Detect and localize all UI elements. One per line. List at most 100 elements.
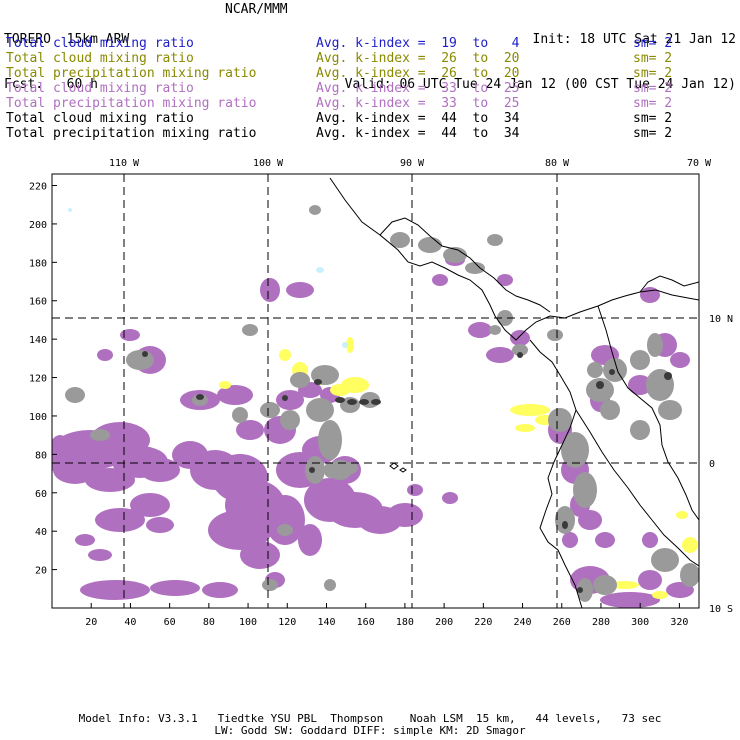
header-right: Init: 18 UTC Sat 21 Jan 12 Valid: 06 UTC…: [300, 2, 736, 107]
gray-blob: [573, 472, 597, 508]
purple-blob: [276, 390, 304, 410]
legend-kindex: Avg. k-index = 26 to 20: [316, 66, 520, 81]
gray-blob: [306, 398, 334, 422]
south-america-west-coast: [529, 339, 583, 608]
purple-blob: [236, 420, 264, 440]
x-tick-label: 260: [553, 617, 571, 628]
south-america-east-edge: [597, 305, 699, 521]
y-tick-label: 140: [29, 335, 47, 346]
x-tick-label: 60: [164, 617, 176, 628]
x-tick-label: 100: [239, 617, 257, 628]
purple-blob: [130, 493, 170, 517]
latitude-label: 0: [709, 459, 715, 470]
gray-blob: [309, 205, 321, 215]
gray-cloud-field: [65, 205, 699, 602]
gray-blob: [547, 329, 563, 341]
legend-sm: sm= 2: [633, 36, 673, 51]
gray-blob: [277, 524, 293, 536]
gray-blob: [561, 432, 589, 468]
purple-blob: [600, 592, 660, 608]
andes-ridge: [575, 409, 699, 567]
dark-blob: [577, 587, 583, 593]
legend-kindex: Avg. k-index = 19 to 4: [316, 36, 520, 51]
y-tick-label: 40: [35, 527, 47, 538]
gray-blob: [232, 407, 248, 423]
dark-blob: [347, 399, 357, 405]
legend-kindex: Avg. k-index = 26 to 20: [316, 51, 520, 66]
purple-blob: [75, 534, 95, 546]
legend-row: Total precipitation mixing ratio Avg. k-i…: [6, 66, 736, 81]
forecast-hour: Fcst. 60 h: [4, 77, 98, 92]
gray-blob: [587, 362, 603, 378]
dark-blob: [335, 397, 345, 403]
center-label: NCAR/MMM: [225, 2, 288, 17]
purple-blob: [628, 375, 652, 395]
legend-sm: sm= 2: [633, 51, 673, 66]
gray-blob: [465, 262, 485, 274]
legend-row: Total cloud mixing ratio Avg. k-index = 3…: [6, 81, 736, 96]
purple-blob: [468, 322, 492, 338]
latitude-label: 10 N: [709, 314, 733, 325]
model-title: TORERO 15km ARW: [4, 32, 130, 47]
legend-field: Total cloud mixing ratio: [6, 81, 194, 96]
purple-blob: [120, 329, 140, 341]
dark-blob: [196, 394, 204, 400]
longitude-label: 80 W: [545, 158, 570, 169]
gray-blob: [512, 344, 528, 356]
header-left: TORERO 15km ARW Fcst. 60 h: [4, 2, 129, 107]
longitude-label: 70 W: [687, 158, 712, 169]
legend-field: Total cloud mixing ratio: [6, 111, 194, 126]
gray-blob: [487, 234, 503, 246]
cyan-blob: [68, 208, 72, 212]
gray-blob: [126, 350, 154, 370]
dark-blob: [562, 521, 568, 529]
purple-blob: [140, 458, 180, 482]
x-tick-label: 180: [396, 617, 414, 628]
map-plot: 20 40 60 80 100 120 140 160 180 200 220 240 260 280 30…: [29, 158, 733, 628]
purple-blob: [670, 352, 690, 368]
axis-labels: 20 40 60 80 100 120 140 160 180 200 220 240 260 280 30…: [29, 158, 733, 628]
purple-blob: [85, 468, 135, 492]
valid-time: Valid: 06 UTC Tue 24 Jan 12 (00 CST Tue …: [344, 77, 736, 92]
purple-blob: [202, 582, 238, 598]
purple-blob: [640, 287, 660, 303]
init-time: Init: 18 UTC Sat 21 Jan 12: [532, 32, 737, 47]
purple-blob: [208, 510, 272, 550]
legend-kindex: Avg. k-index = 33 to 25: [316, 96, 520, 111]
legend-kindex: Avg. k-index = 44 to 34: [316, 126, 520, 141]
x-tick-label: 280: [592, 617, 610, 628]
gray-blob: [658, 400, 682, 420]
purple-blob: [150, 580, 200, 596]
gray-blob: [497, 310, 513, 326]
purple-blob: [286, 282, 314, 298]
dark-blob: [309, 467, 315, 473]
purple-blob: [80, 580, 150, 600]
legend-sm: sm= 2: [633, 66, 673, 81]
grid-lines: [52, 174, 699, 608]
y-tick-label: 120: [29, 374, 47, 385]
footer-model-info: Model Info: V3.3.1 Tiedtke YSU PBL Thomp…: [78, 712, 662, 725]
y-tick-label: 220: [29, 182, 47, 193]
map-fields: [52, 177, 699, 608]
gray-blob: [647, 333, 663, 357]
legend-row: Total cloud mixing ratio Avg. k-index = 4…: [6, 111, 736, 126]
yellow-blob: [515, 424, 535, 432]
gray-blob: [65, 387, 85, 403]
legend-row: Total cloud mixing ratio Avg. k-index = 1…: [6, 36, 736, 51]
yellow-blob: [682, 537, 698, 553]
legend-sm: sm= 2: [633, 81, 673, 96]
gray-blob: [90, 429, 110, 441]
purple-blob: [486, 347, 514, 363]
longitude-label: 100 W: [253, 158, 284, 169]
axis-ticks: [52, 185, 680, 608]
latitude-label: 10 S: [709, 604, 733, 615]
x-tick-label: 320: [670, 617, 688, 628]
purple-blob: [497, 274, 513, 286]
gray-blob: [318, 420, 342, 460]
central-america-coast-south: [379, 217, 551, 313]
plot-frame: [51, 173, 700, 609]
gray-blob: [260, 402, 280, 418]
yellow-blob: [676, 511, 688, 519]
dark-blob: [517, 352, 523, 358]
gray-blob: [651, 548, 679, 572]
